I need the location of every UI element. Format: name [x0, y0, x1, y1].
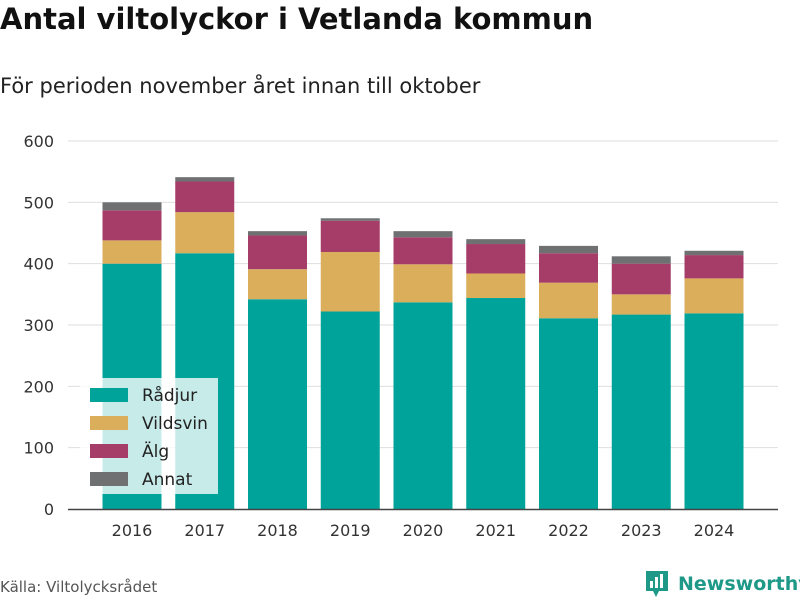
bar-segment — [393, 264, 453, 303]
legend-swatch — [90, 388, 128, 402]
y-tick-label: 400 — [23, 255, 54, 274]
bar-segment — [320, 252, 380, 312]
bar-segment — [175, 181, 235, 213]
legend-label: Vildsvin — [142, 414, 208, 434]
bar-segment — [539, 253, 598, 283]
bar-segment — [320, 220, 380, 253]
legend-swatch — [90, 444, 128, 458]
legend-swatch — [90, 416, 128, 430]
x-tick-label: 2016 — [112, 521, 153, 540]
bar-segment — [102, 202, 162, 211]
x-tick-label: 2024 — [694, 521, 735, 540]
chart-title: Antal viltolyckor i Vetlanda kommun — [0, 2, 594, 36]
bar-segment — [466, 298, 526, 509]
axes: 0 100 200 300 400 500 600 2016 2017 2018 2019 2020 2… — [23, 132, 778, 540]
legend-swatch — [90, 472, 128, 486]
bar-segment — [684, 250, 744, 256]
bar-segment — [393, 302, 453, 509]
bar-segment — [684, 278, 744, 314]
bar-segment — [684, 255, 744, 279]
bar-segment — [248, 231, 307, 236]
bar-segment — [539, 318, 598, 509]
y-tick-label: 300 — [23, 316, 54, 335]
x-tick-label: 2017 — [184, 521, 225, 540]
brand-name: Newsworthy — [678, 573, 800, 595]
bar-segment — [175, 177, 235, 182]
bar-segment — [466, 273, 526, 299]
y-tick-label: 100 — [23, 439, 54, 458]
bar-segment — [611, 256, 671, 264]
bar-segment — [466, 244, 526, 274]
y-tick-label: 0 — [44, 500, 54, 519]
brand-logo: Newsworthy — [644, 568, 800, 600]
x-tick-label: 2022 — [548, 521, 589, 540]
bar-segment — [248, 299, 307, 509]
legend-label: Rådjur — [142, 385, 197, 406]
x-tick-label: 2018 — [257, 521, 298, 540]
y-tick-label: 200 — [23, 377, 54, 396]
bar-segment — [102, 240, 162, 264]
x-tick-label: 2020 — [403, 521, 444, 540]
bar-segment — [248, 269, 307, 300]
newsworthy-logo-icon — [646, 571, 668, 597]
x-tick-label: 2021 — [475, 521, 516, 540]
bar-segment — [611, 314, 671, 509]
x-tick-label: 2023 — [621, 521, 662, 540]
bar-segment — [248, 235, 307, 270]
bar-segment — [539, 245, 598, 254]
y-tick-label: 600 — [23, 132, 54, 151]
y-tick-label: 500 — [23, 193, 54, 212]
bar-segment — [539, 282, 598, 319]
bar-segment — [102, 210, 162, 241]
bar-segment — [320, 311, 380, 509]
bar-segment — [466, 239, 526, 245]
bar-segment — [393, 237, 453, 265]
bar-segment — [175, 212, 235, 254]
bar-segment — [611, 263, 671, 295]
source-note: Källa: Viltolycksrådet — [0, 578, 158, 596]
legend-label: Älg — [142, 441, 169, 462]
bar-segment — [320, 218, 380, 221]
bar-segment — [611, 294, 671, 315]
legend: Rådjur Vildsvin Älg Annat — [80, 378, 218, 494]
bar-segment — [393, 231, 453, 238]
x-tick-label: 2019 — [330, 521, 371, 540]
legend-label: Annat — [142, 470, 193, 490]
bar-segment — [684, 313, 744, 509]
chart-subtitle: För perioden november året innan till ok… — [0, 74, 481, 98]
